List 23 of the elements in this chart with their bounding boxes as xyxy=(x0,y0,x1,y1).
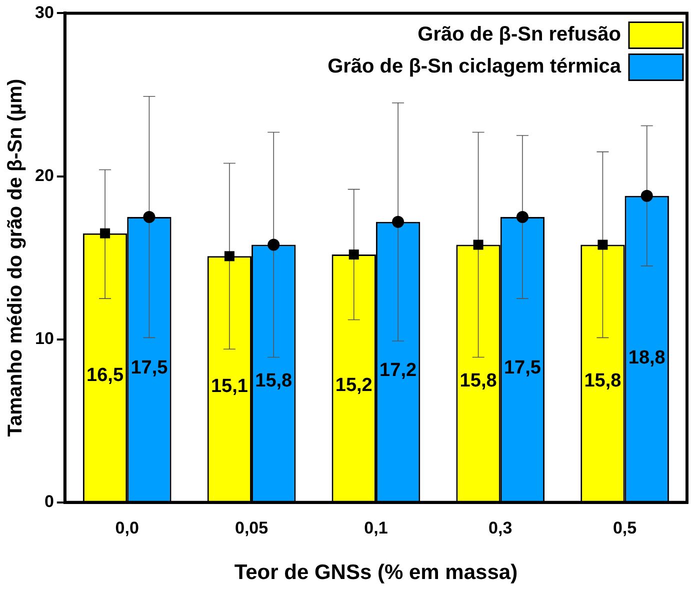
data-label: 18,8 xyxy=(628,348,666,369)
x-tick-label: 0,1 xyxy=(364,518,388,538)
legend-label: Grão de β-Sn refusão xyxy=(418,24,621,46)
x-tick-label: 0,05 xyxy=(234,518,268,538)
x-tick-label: 0,5 xyxy=(612,518,637,538)
data-label: 15,1 xyxy=(210,376,248,397)
x-axis-title: Teor de GNSs (% em massa) xyxy=(234,561,518,584)
data-label: 16,5 xyxy=(86,365,124,386)
y-tick-label: 20 xyxy=(34,166,54,185)
data-label: 17,2 xyxy=(380,360,417,381)
y-tick-label: 0 xyxy=(44,492,54,512)
data-label: 17,5 xyxy=(130,358,168,379)
data-label: 15,8 xyxy=(255,370,292,392)
data-label: 15,8 xyxy=(460,370,497,392)
y-axis-title: Tamanho médio do grão de β-Sn (µm) xyxy=(4,78,27,437)
x-tick-label: 0,3 xyxy=(488,518,512,538)
data-label: 15,2 xyxy=(335,375,372,396)
legend-label: Grão de β-Sn ciclagem térmica xyxy=(328,56,622,78)
data-label: 15,8 xyxy=(584,370,622,392)
data-label: 17,5 xyxy=(504,358,542,379)
x-tick-label: 0,0 xyxy=(115,518,139,538)
y-tick-label: 30 xyxy=(34,2,54,22)
y-tick-label: 10 xyxy=(34,329,54,348)
